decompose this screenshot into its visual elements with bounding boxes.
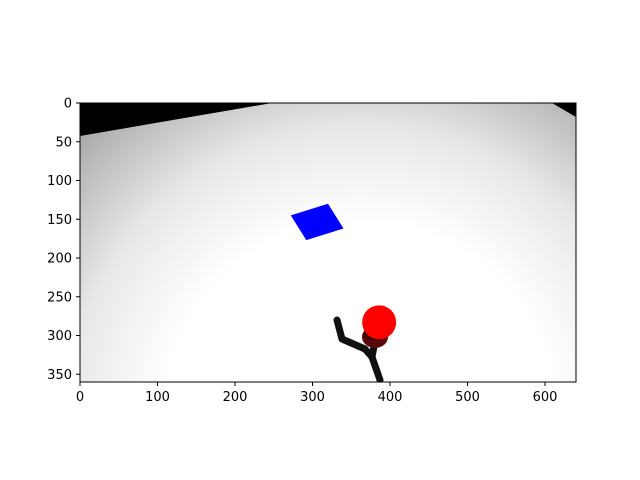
x-tick-label: 300 xyxy=(300,390,325,405)
x-tick-label: 400 xyxy=(378,390,403,405)
x-tick-label: 500 xyxy=(455,390,480,405)
y-axis: 0 50 100 150 200 250 300 350 xyxy=(47,97,80,383)
axes-frame xyxy=(79,102,577,383)
camera-image xyxy=(80,103,576,382)
floor-surface xyxy=(80,103,576,382)
x-tick-label: 600 xyxy=(533,390,558,405)
x-tick-label: 0 xyxy=(76,390,84,405)
y-tick-label: 100 xyxy=(47,174,72,189)
y-tick-label: 350 xyxy=(47,368,72,383)
y-tick-label: 250 xyxy=(47,290,72,305)
blue-target-square xyxy=(290,203,344,241)
back-wall-left xyxy=(80,103,272,136)
red-ball xyxy=(362,305,397,340)
y-tick-label: 200 xyxy=(47,252,72,267)
y-tick-label: 300 xyxy=(47,329,72,344)
back-wall-right xyxy=(552,103,576,117)
x-tick-label: 100 xyxy=(145,390,170,405)
y-tick-label: 150 xyxy=(47,213,72,228)
x-axis: 0 100 200 300 400 500 600 xyxy=(76,382,558,405)
x-tick-label: 200 xyxy=(223,390,248,405)
y-tick-label: 50 xyxy=(55,135,72,150)
y-tick-label: 0 xyxy=(64,97,72,112)
robot-arm-upper-link xyxy=(333,316,384,382)
